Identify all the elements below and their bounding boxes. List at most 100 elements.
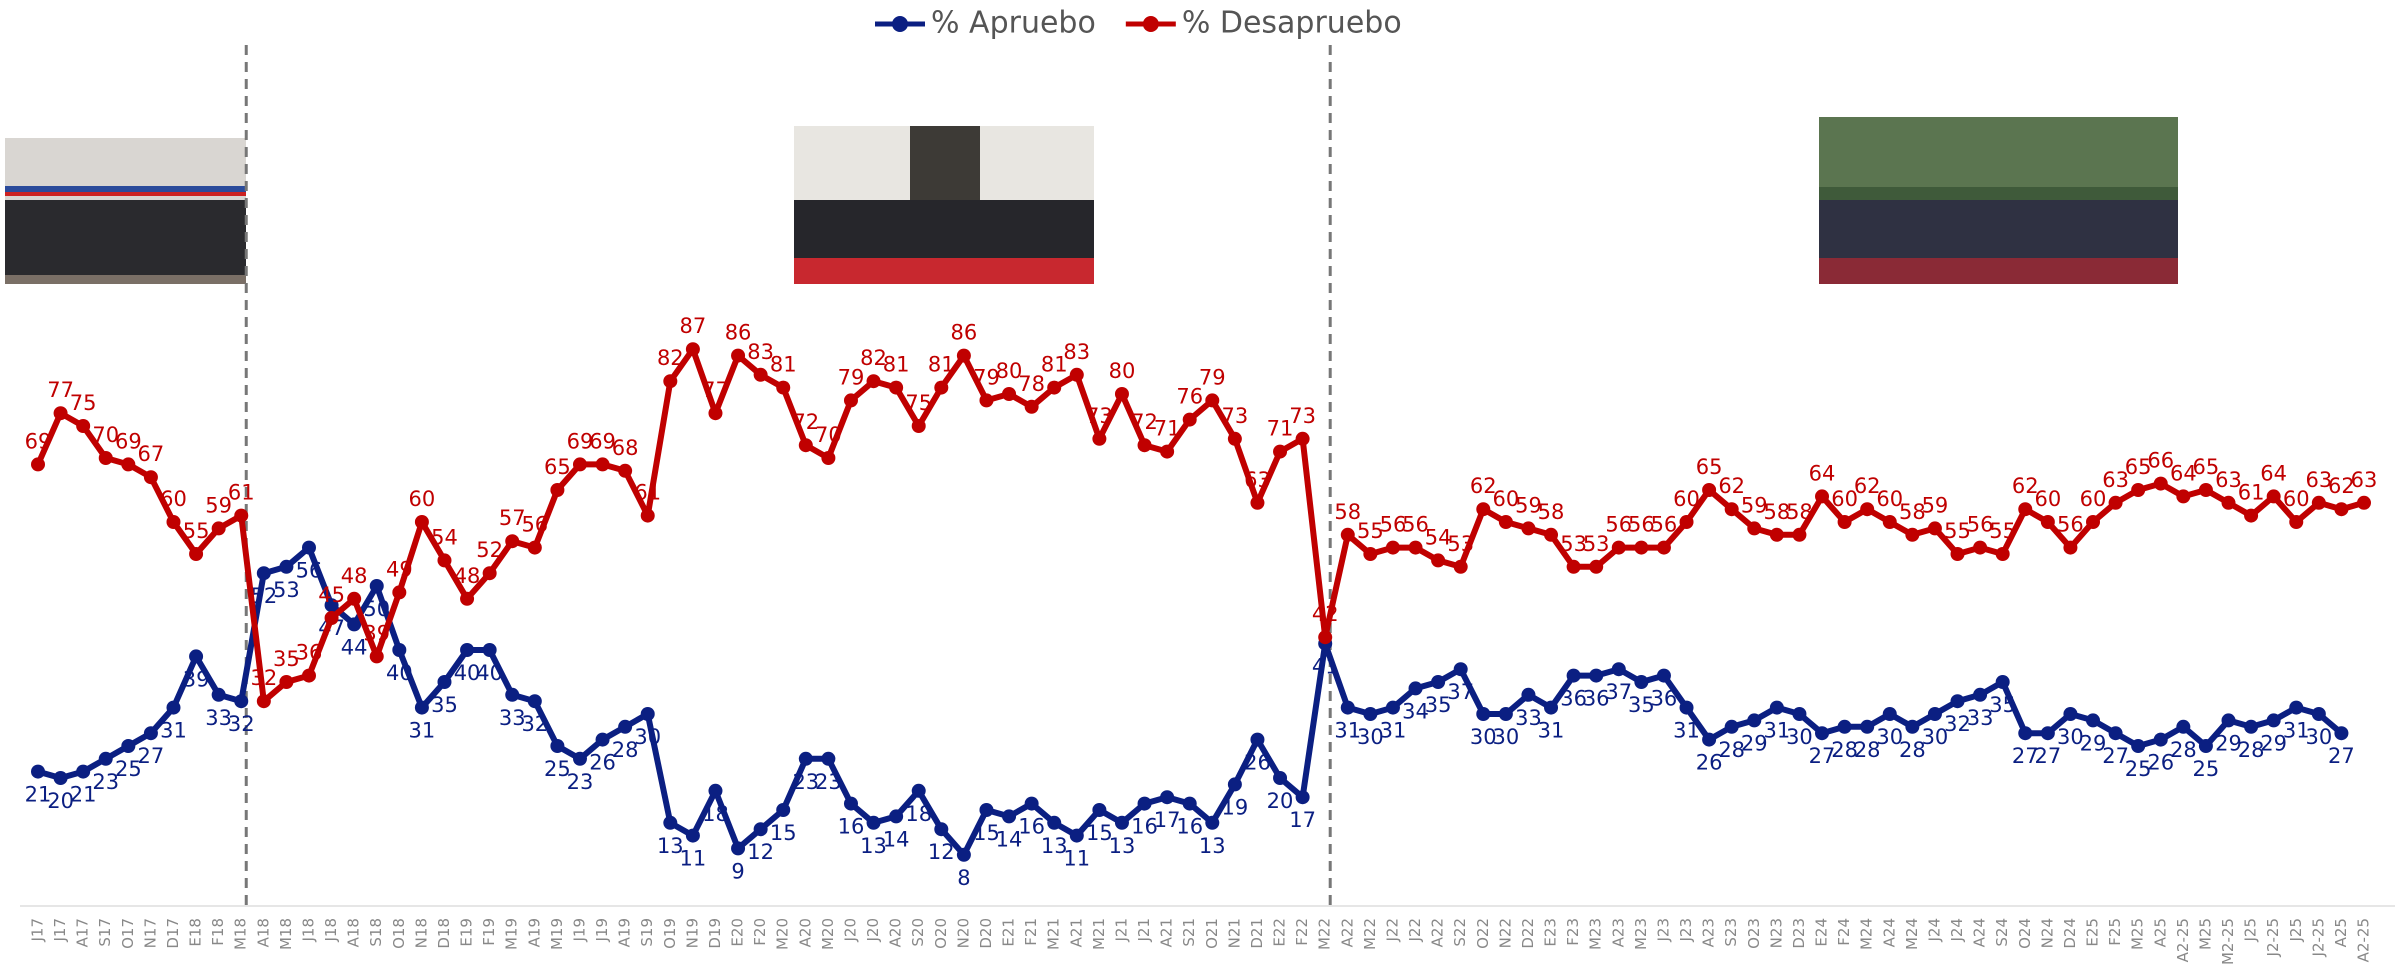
data-point bbox=[821, 752, 835, 766]
data-label: 53 bbox=[1447, 532, 1474, 556]
data-point bbox=[1228, 432, 1242, 446]
x-tick-label: M21 bbox=[1045, 918, 1063, 950]
data-point bbox=[1905, 720, 1919, 734]
data-label: 52 bbox=[476, 538, 503, 562]
data-point bbox=[731, 349, 745, 363]
data-point bbox=[2267, 713, 2281, 727]
data-label: 31 bbox=[1673, 719, 1700, 743]
data-point bbox=[1431, 553, 1445, 567]
x-tick-label: O19 bbox=[661, 918, 679, 949]
data-point bbox=[1160, 445, 1174, 459]
data-point bbox=[2041, 726, 2055, 740]
data-point bbox=[1996, 675, 2010, 689]
data-point bbox=[1070, 368, 1084, 382]
x-tick-label: D22 bbox=[1519, 918, 1537, 949]
data-point bbox=[686, 342, 700, 356]
data-point bbox=[573, 752, 587, 766]
data-point bbox=[1386, 701, 1400, 715]
data-point bbox=[1341, 528, 1355, 542]
data-point bbox=[166, 701, 180, 715]
data-point bbox=[460, 643, 474, 657]
data-label: 35 bbox=[431, 693, 458, 717]
data-point bbox=[1680, 515, 1694, 529]
data-point bbox=[1250, 496, 1264, 510]
data-point bbox=[1792, 707, 1806, 721]
data-point bbox=[596, 733, 610, 747]
data-point bbox=[618, 464, 632, 478]
data-point bbox=[1476, 502, 1490, 516]
x-tick-label: E24 bbox=[1813, 918, 1831, 947]
data-point bbox=[821, 451, 835, 465]
data-point bbox=[776, 803, 790, 817]
data-point bbox=[1025, 400, 1039, 414]
x-tick-label: F19 bbox=[480, 918, 498, 946]
x-tick-label: S23 bbox=[1722, 918, 1740, 947]
x-tick-label: N21 bbox=[1225, 918, 1243, 948]
data-label: 27 bbox=[2328, 744, 2355, 768]
x-tick-label: M23 bbox=[1632, 918, 1650, 950]
data-point bbox=[1770, 701, 1784, 715]
legend-marker bbox=[892, 16, 908, 32]
x-tick-label: J24 bbox=[1925, 918, 1943, 943]
data-label: 31 bbox=[1538, 719, 1565, 743]
data-label: 81 bbox=[928, 353, 955, 377]
data-point bbox=[1634, 675, 1648, 689]
data-label: 60 bbox=[1673, 487, 1700, 511]
data-point bbox=[1860, 502, 1874, 516]
data-point bbox=[1680, 701, 1694, 715]
data-point bbox=[1567, 669, 1581, 683]
data-point bbox=[1544, 701, 1558, 715]
data-point bbox=[1589, 560, 1603, 574]
data-label: 82 bbox=[657, 346, 684, 370]
data-point bbox=[1544, 528, 1558, 542]
data-label: 14 bbox=[883, 827, 910, 851]
x-tick-label: M20 bbox=[774, 918, 792, 950]
x-tick-label: A2-25 bbox=[2174, 918, 2192, 962]
data-point bbox=[2063, 707, 2077, 721]
data-point bbox=[979, 803, 993, 817]
data-point bbox=[392, 643, 406, 657]
data-label: 58 bbox=[1786, 500, 1813, 524]
x-tick-label: F23 bbox=[1564, 918, 1582, 946]
data-point bbox=[1951, 547, 1965, 561]
x-tick-label: E20 bbox=[729, 918, 747, 947]
data-label: 36 bbox=[1651, 687, 1678, 711]
data-label: 58 bbox=[1538, 500, 1565, 524]
data-label: 55 bbox=[1989, 519, 2016, 543]
data-point bbox=[234, 509, 248, 523]
data-point bbox=[1138, 797, 1152, 811]
x-tick-label: A18 bbox=[254, 918, 272, 947]
x-tick-label: O21 bbox=[1203, 918, 1221, 949]
data-point bbox=[1521, 521, 1535, 535]
data-point bbox=[889, 381, 903, 395]
data-label: 17 bbox=[1289, 808, 1316, 832]
data-point bbox=[1183, 797, 1197, 811]
data-point bbox=[686, 829, 700, 843]
data-point bbox=[1002, 387, 1016, 401]
x-tick-label: M19 bbox=[548, 918, 566, 950]
x-tick-label: M22 bbox=[1316, 918, 1334, 950]
data-label: 60 bbox=[160, 487, 187, 511]
x-tick-label: J25 bbox=[2287, 918, 2305, 943]
data-label: 81 bbox=[883, 353, 910, 377]
data-point bbox=[234, 694, 248, 708]
data-point bbox=[1318, 630, 1332, 644]
data-label: 55 bbox=[183, 519, 210, 543]
data-point bbox=[1612, 662, 1626, 676]
data-point bbox=[302, 669, 316, 683]
data-point bbox=[2131, 739, 2145, 753]
x-tick-label: S20 bbox=[909, 918, 927, 947]
data-point bbox=[2109, 726, 2123, 740]
data-label: 56 bbox=[1651, 513, 1678, 537]
x-tick-label: D23 bbox=[1790, 918, 1808, 949]
x-tick-label: J22 bbox=[1406, 918, 1424, 943]
data-point bbox=[1928, 521, 1942, 535]
data-point bbox=[1521, 688, 1535, 702]
data-point bbox=[1409, 541, 1423, 555]
x-tick-label: A20 bbox=[796, 918, 814, 947]
data-label: 73 bbox=[1086, 404, 1113, 428]
data-label: 40 bbox=[386, 661, 413, 685]
x-tick-label: J17 bbox=[29, 918, 47, 943]
data-label: 56 bbox=[521, 513, 548, 537]
x-tick-label: M18 bbox=[232, 918, 250, 950]
